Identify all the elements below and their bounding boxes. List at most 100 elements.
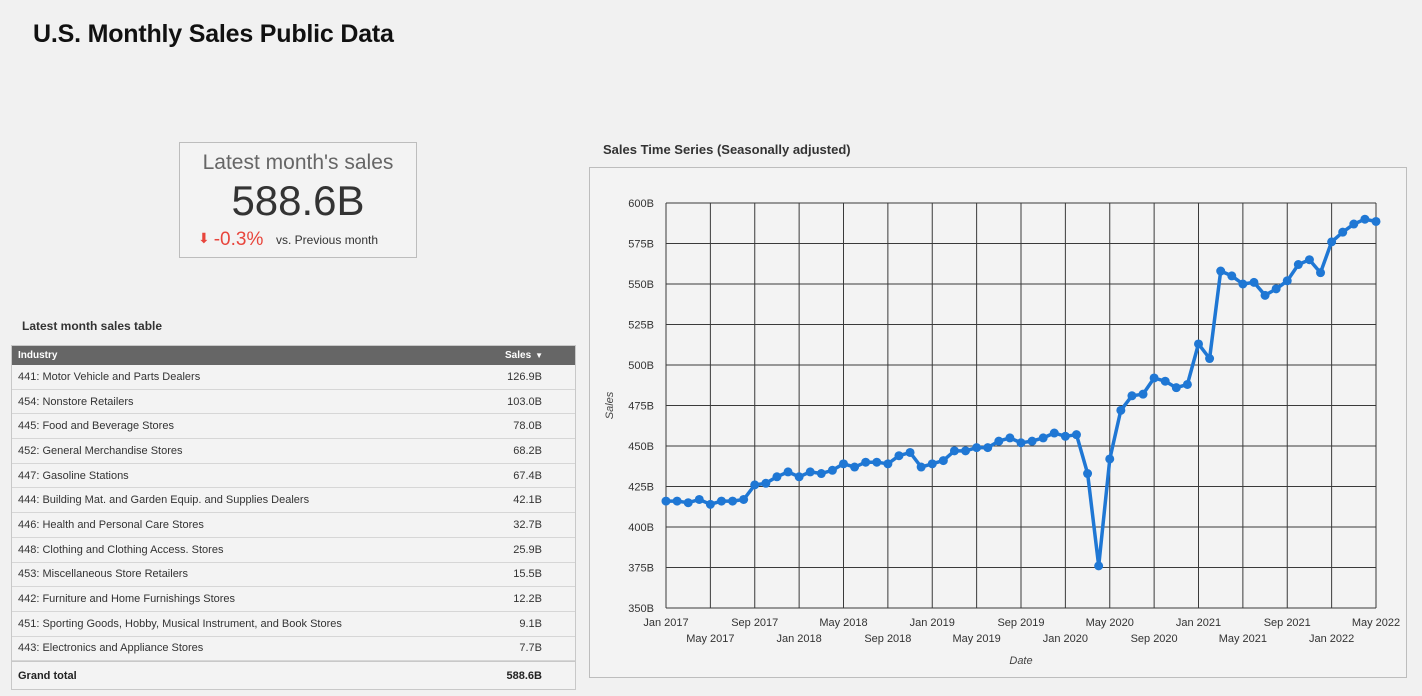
- data-point: [1371, 216, 1381, 226]
- data-point: [1149, 373, 1159, 383]
- cell-industry: 454: Nonstore Retailers: [18, 395, 134, 408]
- data-point: [994, 436, 1004, 446]
- data-point: [1316, 268, 1326, 278]
- data-point: [761, 478, 771, 488]
- cell-sales: 15.5B: [513, 568, 542, 581]
- data-point: [949, 446, 959, 456]
- x-tick-label: May 2020: [1086, 617, 1134, 629]
- data-point: [1083, 469, 1093, 479]
- data-point: [1027, 436, 1037, 446]
- chart-frame: [589, 167, 1407, 678]
- total-label: Grand total: [18, 669, 77, 682]
- data-point: [983, 443, 993, 453]
- data-point: [1094, 561, 1104, 571]
- table-row[interactable]: 454: Nonstore Retailers 103.0B: [12, 390, 575, 415]
- x-axis-label: Date: [1009, 655, 1032, 667]
- data-point: [1038, 433, 1048, 443]
- data-point: [1282, 276, 1292, 286]
- table-row[interactable]: 451: Sporting Goods, Hobby, Musical Inst…: [12, 612, 575, 637]
- cell-industry: 442: Furniture and Home Furnishings Stor…: [18, 593, 236, 606]
- x-tick-label: May 2017: [686, 633, 734, 645]
- data-point: [1327, 237, 1337, 247]
- data-point: [683, 498, 693, 508]
- data-point: [1338, 227, 1348, 237]
- table-row[interactable]: 447: Gasoline Stations 67.4B: [12, 464, 575, 489]
- table-title: Latest month sales table: [22, 319, 163, 333]
- sales-table: Industry Sales ▼ 441: Motor Vehicle and P…: [11, 345, 576, 691]
- column-header-industry[interactable]: Industry: [18, 350, 58, 361]
- data-point: [938, 456, 948, 466]
- sales-line-chart: 350B 375B 400B 425B 450B 475B 500B 525B 550B 575B…: [604, 198, 1400, 667]
- data-point: [794, 472, 804, 482]
- table-row[interactable]: 452: General Merchandise Stores 68.2B: [12, 439, 575, 464]
- y-tick-label: 350B: [628, 603, 654, 615]
- sort-desc-icon[interactable]: ▼: [535, 351, 544, 360]
- table-row[interactable]: 445: Food and Beverage Stores 78.0B: [12, 414, 575, 440]
- table-row[interactable]: 444: Building Mat. and Garden Equip. and…: [12, 488, 575, 514]
- table-row[interactable]: 448: Clothing and Clothing Access. Store…: [12, 538, 575, 563]
- data-point: [905, 447, 915, 457]
- y-tick-label: 500B: [628, 360, 654, 372]
- data-point: [1016, 438, 1026, 448]
- data-point: [716, 496, 726, 506]
- table-row[interactable]: 453: Miscellaneous Store Retailers 15.5B: [12, 563, 575, 588]
- data-point: [1260, 290, 1270, 300]
- data-point: [850, 462, 860, 472]
- kpi-delta: ⬇ -0.3%: [198, 229, 263, 251]
- data-point: [827, 465, 837, 475]
- data-point: [883, 459, 893, 469]
- kpi-label: Latest month's sales: [202, 151, 394, 174]
- data-point: [916, 462, 926, 472]
- data-point: [1349, 219, 1359, 229]
- data-point: [861, 457, 871, 467]
- x-tick-label: Jan 2017: [643, 617, 688, 629]
- chart-title: Sales Time Series (Seasonally adjusted): [603, 142, 851, 157]
- cell-sales: 25.9B: [513, 543, 542, 556]
- x-tick-label: Sep 2019: [997, 617, 1044, 629]
- table-row[interactable]: 446: Health and Personal Care Stores 32.7…: [12, 513, 575, 538]
- x-tick-label: Sep 2021: [1264, 617, 1311, 629]
- table-total-row: Grand total 588.6B: [12, 661, 575, 689]
- data-point: [816, 469, 826, 479]
- cell-industry: 444: Building Mat. and Garden Equip. and…: [18, 494, 310, 507]
- cell-sales: 68.2B: [513, 444, 542, 457]
- data-point: [1227, 271, 1237, 281]
- kpi-scorecard: Latest month's sales 588.6B ⬇ -0.3% vs. P…: [179, 142, 417, 258]
- data-point: [728, 496, 738, 506]
- cell-sales: 42.1B: [513, 494, 542, 507]
- y-tick-label: 425B: [628, 482, 654, 494]
- data-point: [750, 480, 760, 490]
- column-header-sales[interactable]: Sales ▼: [505, 350, 575, 361]
- data-point: [661, 496, 671, 506]
- cell-sales: 32.7B: [513, 518, 542, 531]
- y-tick-label: 450B: [628, 441, 654, 453]
- data-point: [961, 446, 971, 456]
- data-point: [1360, 214, 1370, 224]
- cell-sales: 78.0B: [513, 420, 542, 433]
- data-point: [894, 451, 904, 461]
- cell-industry: 448: Clothing and Clothing Access. Store…: [18, 543, 224, 556]
- x-tick-label: Jan 2019: [910, 617, 955, 629]
- cell-industry: 445: Food and Beverage Stores: [18, 420, 174, 433]
- x-tick-label: Sep 2018: [864, 633, 911, 645]
- data-point: [739, 494, 749, 504]
- y-tick-label: 525B: [628, 320, 654, 332]
- data-point: [1293, 260, 1303, 270]
- data-point: [705, 499, 715, 509]
- data-point: [1049, 428, 1059, 438]
- x-tick-label: Sep 2020: [1131, 633, 1178, 645]
- table-header: Industry Sales ▼: [12, 346, 575, 365]
- table-row[interactable]: 442: Furniture and Home Furnishings Stor…: [12, 587, 575, 612]
- table-row[interactable]: 443: Electronics and Appliance Stores 7.7…: [12, 637, 575, 662]
- table-row[interactable]: 441: Motor Vehicle and Parts Dealers 126.…: [12, 365, 575, 390]
- cell-industry: 443: Electronics and Appliance Stores: [18, 642, 204, 655]
- data-point: [972, 443, 982, 453]
- data-point: [1160, 376, 1170, 386]
- cell-industry: 452: General Merchandise Stores: [18, 444, 183, 457]
- cell-industry: 451: Sporting Goods, Hobby, Musical Inst…: [18, 617, 342, 630]
- cell-sales: 103.0B: [507, 395, 542, 408]
- x-tick-label: Jan 2020: [1043, 633, 1088, 645]
- cell-sales: 67.4B: [513, 469, 542, 482]
- x-tick-label: Jan 2018: [776, 633, 821, 645]
- data-point: [1249, 277, 1259, 287]
